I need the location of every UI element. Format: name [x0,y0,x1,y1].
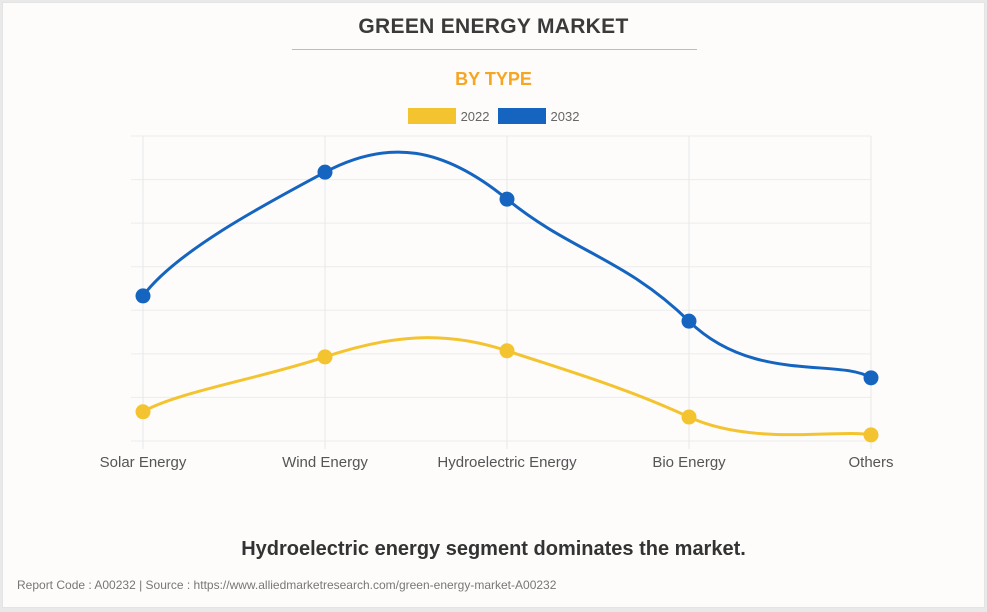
x-tick-label: Bio Energy [652,454,726,471]
legend: 2022 2032 [0,108,987,124]
x-tick-label: Hydroelectric Energy [437,454,577,471]
data-point-2022[interactable] [863,427,879,443]
legend-label-2022: 2022 [460,108,490,124]
grid [131,135,872,449]
data-point-2032[interactable] [681,313,697,329]
data-point-2022[interactable] [135,404,151,420]
series-points [135,164,879,443]
chart-subtitle: BY TYPE [455,69,532,89]
legend-item-2032[interactable]: 2032 [497,108,580,124]
data-point-2032[interactable] [317,164,333,180]
data-point-2022[interactable] [499,343,515,359]
data-point-2032[interactable] [499,191,515,207]
data-point-2032[interactable] [135,288,151,304]
chart-title: GREEN ENERGY MARKET [358,15,629,38]
data-point-2022[interactable] [317,349,333,365]
title-divider [292,49,697,50]
legend-swatch-2032 [497,108,546,124]
data-point-2032[interactable] [863,370,879,386]
source-footer: Report Code : A00232 | Source : https://… [17,578,557,592]
legend-swatch-2022 [407,108,456,124]
x-tick-label: Others [848,454,893,471]
x-axis-labels: Solar Energy Wind Energy Hydroelectric Ene… [100,454,894,471]
chart-caption: Hydroelectric energy segment dominates t… [241,538,746,560]
x-tick-label: Wind Energy [282,454,368,471]
legend-label-2032: 2032 [550,108,580,124]
legend-item-2022[interactable]: 2022 [407,108,490,124]
data-point-2022[interactable] [681,409,697,425]
x-tick-label: Solar Energy [100,454,187,471]
